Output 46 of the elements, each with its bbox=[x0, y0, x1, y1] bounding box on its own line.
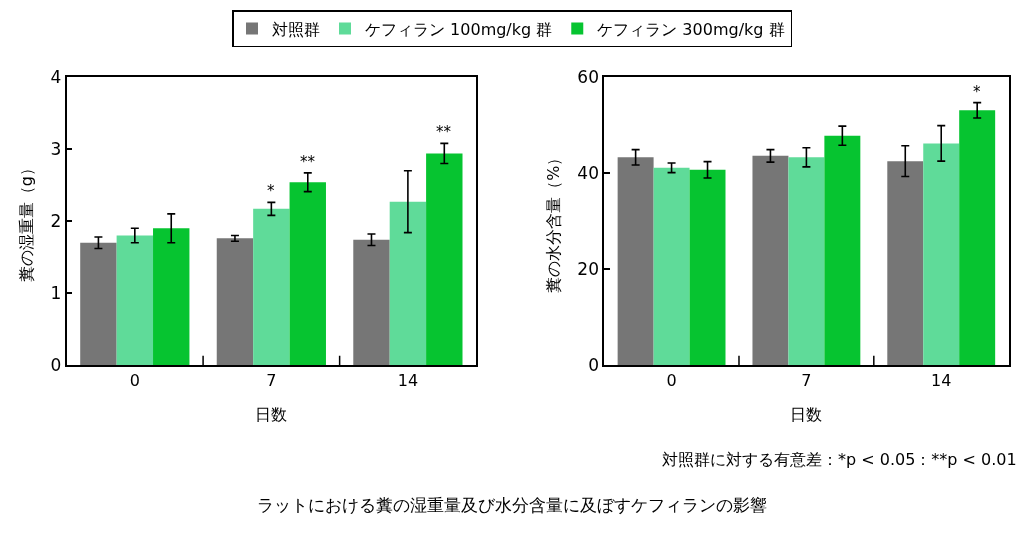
y-tick-label: 1 bbox=[50, 282, 62, 303]
bar bbox=[289, 182, 326, 365]
bar bbox=[80, 242, 117, 365]
bar bbox=[253, 208, 290, 365]
data-label: * bbox=[267, 182, 275, 200]
bar bbox=[389, 201, 427, 365]
y-tick-label: 2 bbox=[50, 211, 62, 232]
text: 対照群に対する有意差：*p < 0.05：**p < 0.01 bbox=[662, 450, 1017, 469]
x-tick-label: 14 bbox=[931, 370, 952, 390]
y-tick-label: 3 bbox=[50, 139, 62, 160]
y-tick-label: 4 bbox=[50, 67, 62, 88]
legend-label: 対照群 bbox=[272, 19, 320, 39]
bar bbox=[653, 167, 690, 365]
y-axis-title: 糞の水分含量（%） bbox=[543, 149, 563, 293]
text: ラットにおける糞の湿重量及び水分含量に及ぼすケフィランの影響 bbox=[257, 495, 767, 515]
data-label: ** bbox=[436, 123, 452, 141]
legend-label: ケフィラン 100mg/kg 群 bbox=[365, 19, 553, 39]
bar bbox=[959, 110, 996, 365]
y-tick-label: 0 bbox=[588, 354, 600, 375]
x-axis-title: 日数 bbox=[790, 405, 823, 425]
bar bbox=[353, 239, 390, 365]
bar bbox=[617, 157, 654, 365]
bar bbox=[153, 228, 190, 365]
bar bbox=[788, 157, 825, 365]
bar bbox=[689, 169, 726, 365]
y-tick-label: 20 bbox=[577, 259, 600, 280]
legend-label: ケフィラン 300mg/kg 群 bbox=[597, 19, 785, 39]
y-tick-label: 40 bbox=[577, 163, 600, 184]
x-tick-label: 14 bbox=[397, 370, 419, 390]
data-label: * bbox=[973, 83, 981, 101]
y-tick-label: 60 bbox=[577, 67, 600, 88]
x-tick-label: 7 bbox=[801, 370, 812, 390]
y-tick-label: 0 bbox=[50, 354, 62, 375]
bar bbox=[923, 143, 960, 365]
bar bbox=[824, 135, 861, 365]
data-label: ** bbox=[300, 153, 316, 171]
bar bbox=[426, 153, 463, 365]
bar bbox=[887, 161, 924, 365]
x-tick-label: 0 bbox=[666, 370, 677, 390]
x-axis-title: 日数 bbox=[255, 405, 288, 425]
x-tick-label: 0 bbox=[129, 370, 140, 390]
bar bbox=[216, 238, 254, 365]
y-axis-title: 糞の湿重量（g） bbox=[16, 160, 36, 283]
bar bbox=[116, 235, 154, 365]
x-tick-label: 7 bbox=[266, 370, 277, 390]
bar bbox=[752, 155, 789, 365]
